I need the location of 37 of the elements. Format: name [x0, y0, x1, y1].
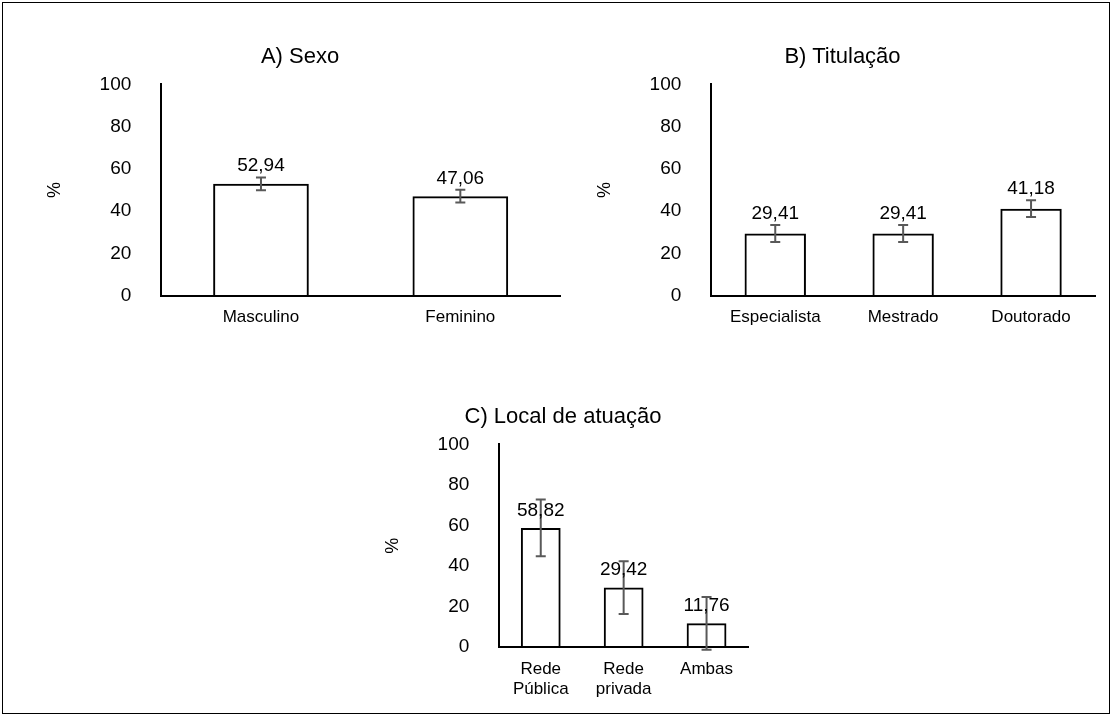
y-tick-label: 40 — [660, 199, 682, 221]
y-tick-label: 20 — [110, 241, 132, 263]
y-tick-label: 100 — [649, 72, 682, 94]
y-tick-label: 0 — [458, 635, 470, 657]
x-tick-label: Rede Pública — [512, 659, 570, 699]
y-tick-label: 100 — [437, 432, 470, 454]
y-tick-label: 40 — [448, 554, 470, 576]
y-tick-label: 60 — [110, 157, 132, 179]
chart-title: B) Titulação — [784, 43, 901, 69]
y-tick-label: 100 — [99, 72, 132, 94]
y-tick-label: 0 — [670, 283, 682, 305]
y-axis-title: % — [43, 181, 64, 199]
y-tick-label: 60 — [660, 157, 682, 179]
y-tick-label: 80 — [110, 114, 132, 136]
data-label: 29,41 — [879, 201, 927, 223]
y-tick-label: 80 — [448, 473, 470, 495]
x-tick-label: Masculino — [222, 307, 300, 327]
data-label: 29,41 — [751, 201, 800, 223]
y-axis-title: % — [593, 181, 614, 199]
y-tick-label: 20 — [448, 594, 470, 616]
data-label: 52,94 — [237, 154, 286, 176]
data-label: 47,06 — [436, 166, 485, 188]
chart-title: A) Sexo — [260, 43, 340, 69]
x-tick-label: Rede privada — [595, 659, 653, 699]
x-tick-label: Mestrado — [867, 307, 939, 327]
y-tick-label: 20 — [660, 241, 682, 263]
data-label: 41,18 — [1007, 176, 1055, 198]
x-tick-label: Doutorado — [991, 307, 1071, 327]
y-tick-label: 0 — [120, 283, 132, 305]
y-tick-label: 60 — [448, 513, 470, 535]
y-axis-title: % — [381, 537, 402, 554]
x-tick-label: Especialista — [729, 307, 822, 327]
y-tick-label: 80 — [660, 114, 682, 136]
x-tick-label: Ambas — [680, 659, 734, 679]
x-tick-label: Feminino — [425, 307, 496, 327]
y-tick-label: 40 — [110, 199, 132, 221]
chart-title: C) Local de atuação — [464, 403, 662, 429]
